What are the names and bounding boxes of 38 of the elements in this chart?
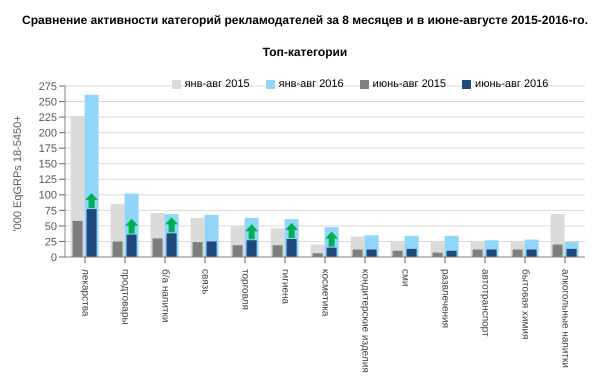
x-tick-label: связь	[200, 269, 210, 294]
x-tick-label: б/а напитки	[160, 269, 170, 322]
y-tick-label: 75	[44, 205, 57, 218]
x-tick-label: алкогольные напитки	[560, 269, 570, 368]
x-tick-label: развлечения	[440, 269, 450, 328]
y-tick-label: 50	[44, 220, 57, 233]
x-tick-label: сми	[400, 269, 410, 286]
y-tick-label: 150	[38, 158, 57, 171]
bar	[526, 250, 537, 257]
x-tick-label: кондитерские изделия	[360, 269, 370, 373]
x-tick-label: косметика	[320, 269, 330, 317]
x-tick-label: лекарства	[80, 269, 90, 317]
x-tick-label: бытовая химия	[520, 269, 530, 340]
y-tick-label: 275	[38, 80, 57, 93]
y-tick-label: 225	[38, 112, 57, 124]
y-tick-label: 125	[38, 174, 57, 186]
chart-subtitle: Топ-категории	[262, 45, 348, 59]
bar	[406, 248, 417, 257]
legend-label: июнь-авг 2016	[475, 78, 548, 90]
x-tick-label: торговля	[240, 269, 250, 310]
y-tick-label: 200	[38, 128, 57, 140]
legend-label: янв-авг 2016	[278, 78, 344, 90]
y-tick-label: 250	[38, 96, 57, 108]
y-tick-label: 175	[38, 143, 57, 156]
bar	[566, 248, 577, 257]
x-tick-label: продтовары	[120, 269, 130, 325]
bar	[366, 250, 377, 257]
y-tick-label: 0	[50, 252, 57, 264]
bar	[206, 241, 217, 257]
legend-label: июнь-авг 2015	[372, 78, 446, 90]
y-tick-label: 25	[44, 236, 57, 248]
x-tick-label: автотранспорт	[480, 269, 490, 338]
y-axis-title: '000 EqGRPs 18-5450+	[12, 115, 24, 232]
y-tick-label: 100	[38, 190, 57, 202]
bar	[486, 250, 497, 257]
x-tick-label: гигиена	[280, 269, 290, 305]
legend-label: янв-авг 2015	[184, 78, 250, 90]
chart-title: Сравнение активности категорий рекламодателей за 8 месяцев и в июне-августе 2015-2016-го.	[21, 13, 589, 27]
